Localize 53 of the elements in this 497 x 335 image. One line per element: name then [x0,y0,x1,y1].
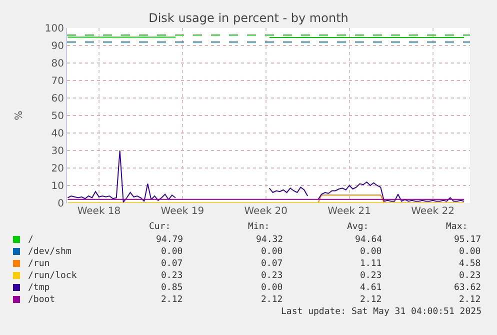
legend-label: /dev/shm [28,247,72,257]
x-tick-label: Week 22 [411,206,454,217]
text: Cur: [149,222,171,232]
y-tick-label: 50 [51,111,64,122]
x-tick-label: Week 21 [328,206,371,217]
text: 2.12 [459,295,481,305]
y-tick-label: 20 [51,164,64,174]
legend-label: /tmp [28,283,50,293]
y-tick-label: 100 [44,24,64,34]
text: 0.23 [459,271,481,281]
legend-label: / [28,235,34,245]
text: 63.62 [454,283,482,293]
text: 0.00 [161,247,183,257]
text: Avg: [347,222,369,232]
x-tick-label: Week 19 [160,206,204,217]
text: 0.23 [261,271,283,281]
y-tick-label: 10 [51,181,64,192]
y-tick-label: 90 [51,41,64,52]
text: Max: [446,222,468,232]
text: 2.12 [261,295,283,305]
y-axis-title: % [14,110,25,120]
text: 0.85 [161,283,183,293]
text: 4.61 [360,283,382,293]
text: 2.12 [161,295,183,305]
text: 0.23 [360,271,382,281]
text: 0.00 [360,247,382,257]
text: 2.12 [360,295,382,305]
chart-title: Disk usage in percent - by month [148,11,348,26]
y-tick-label: 30 [51,146,64,157]
y-tick-label: 60 [51,94,64,104]
text: Min: [248,222,270,232]
text: 0.07 [261,259,283,269]
x-tick-label: Week 18 [77,206,121,217]
legend-label: /run [28,259,50,269]
text: 0.00 [261,283,283,293]
text: 4.58 [459,259,481,269]
legend-label: /run/lock [28,271,78,281]
text: 94.32 [256,235,284,245]
y-tick-label: 70 [51,76,64,87]
text: 1.11 [360,259,382,269]
y-tick-label: 0 [58,198,64,210]
text: 95.17 [454,235,482,245]
y-tick-label: 80 [51,58,64,70]
legend-label: /boot [28,295,56,305]
text: 0.00 [261,247,283,257]
text: 94.79 [156,235,184,245]
text: 0.23 [161,271,183,281]
x-tick-label: Week 20 [244,206,288,217]
text: Last update: Sat May 31 04:00:51 2025 [281,307,482,317]
text: 94.64 [355,235,382,245]
text: 0.00 [459,247,481,257]
text: 0.07 [161,259,183,269]
y-tick-label: 40 [51,128,64,140]
